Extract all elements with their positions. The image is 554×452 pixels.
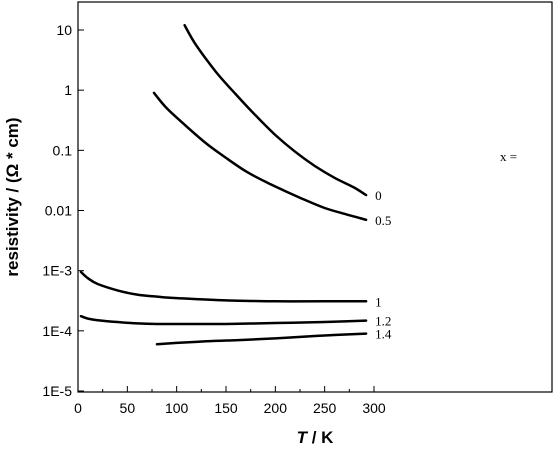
- series-label-2: 1: [375, 294, 382, 309]
- series-lines: [79, 23, 368, 346]
- y-tick-label: 10: [56, 22, 72, 38]
- series-line-3: [79, 314, 368, 326]
- legend-title: x =: [500, 149, 517, 164]
- series-line-0: [183, 23, 368, 197]
- x-tick-label: 100: [165, 400, 189, 416]
- y-tick-label: 1E-5: [42, 383, 72, 399]
- x-tick-label: 0: [74, 400, 82, 416]
- x-axis-ticks: 0 50 100 150 200 250 300: [74, 386, 386, 416]
- x-tick-label: 300: [362, 400, 386, 416]
- x-tick-label: 50: [120, 400, 136, 416]
- x-axis-title: T / K: [297, 428, 335, 447]
- y-tick-label: 1E-4: [42, 323, 72, 339]
- x-tick-label: 250: [313, 400, 337, 416]
- y-axis-title: resistivity / (Ω * cm): [3, 117, 22, 276]
- y-tick-label: 1: [64, 82, 72, 98]
- y-tick-label: 0.01: [45, 203, 72, 219]
- series-line-1: [152, 91, 368, 222]
- plot-frame: [77, 1, 553, 393]
- x-tick-label: 150: [214, 400, 238, 416]
- series-label-0: 0: [375, 188, 382, 203]
- y-axis-ticks: 10 1 0.1 0.01 1E-3 1E-4 1E-5: [42, 22, 84, 399]
- y-tick-label: 1E-3: [42, 263, 72, 279]
- series-label-4: 1.4: [375, 327, 392, 342]
- series-line-2: [79, 270, 368, 303]
- series-line-4: [155, 332, 368, 346]
- series-label-1: 0.5: [375, 213, 391, 228]
- y-tick-label: 0.1: [53, 142, 73, 158]
- series-labels: 0 0.5 1 1.21.4: [375, 188, 392, 341]
- x-tick-label: 200: [264, 400, 288, 416]
- series-label-3: 1.2: [375, 314, 391, 329]
